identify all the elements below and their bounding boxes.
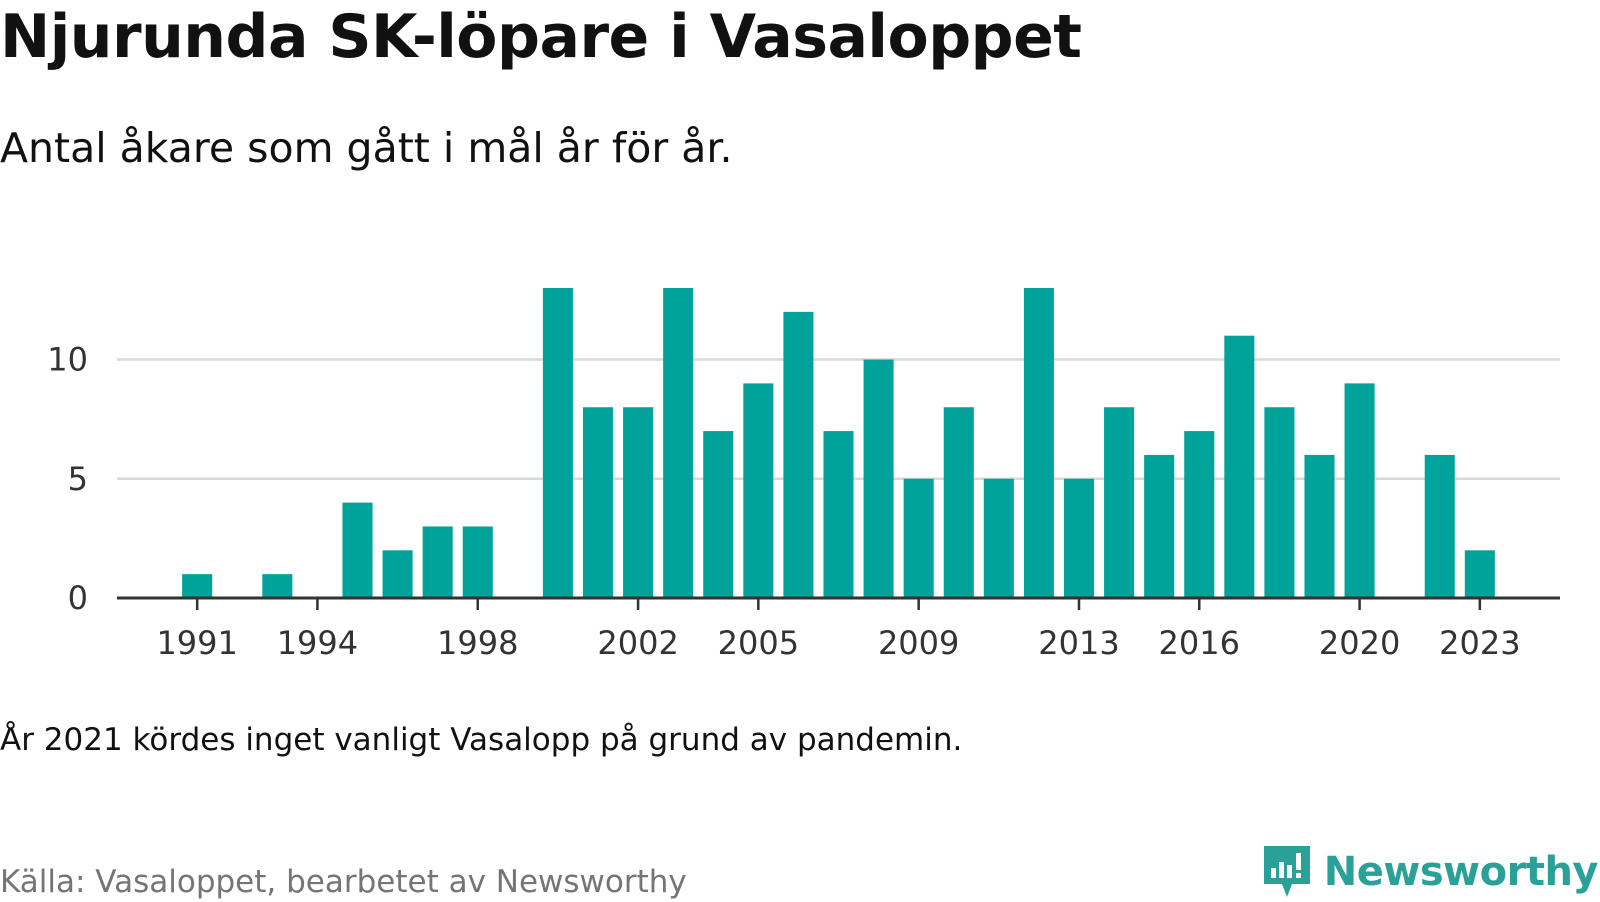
bar-2004: [703, 431, 734, 598]
x-tick-label: 2009: [878, 624, 959, 662]
bars: [182, 288, 1495, 598]
y-tick-label: 10: [47, 341, 88, 379]
bar-1991: [182, 574, 213, 598]
bar-2016: [1184, 431, 1215, 598]
x-tick-label: 2013: [1038, 624, 1119, 662]
bar-2002: [623, 407, 654, 598]
bar-2000: [542, 288, 573, 598]
chart-subtitle: Antal åkare som gått i mål år för år.: [0, 124, 733, 172]
x-tick-label: 2016: [1159, 624, 1240, 662]
bar-2011: [983, 478, 1014, 598]
bar-1998: [462, 526, 493, 598]
bar-2023: [1464, 550, 1495, 598]
bar-1997: [422, 526, 453, 598]
bar-2015: [1144, 454, 1175, 598]
bar-2020: [1344, 383, 1375, 598]
bar-2003: [663, 288, 694, 598]
newsworthy-logo-icon: [1263, 846, 1310, 897]
newsworthy-logo: Newsworthy: [1262, 842, 1599, 902]
tick-labels: 0 5 10 1991 1994 1998 2002 2005 2009 2013 2016 2020…: [47, 341, 1520, 662]
chart-title: Njurunda SK-löpare i Vasaloppet: [0, 2, 1082, 72]
bar-2005: [743, 383, 774, 598]
bar-1996: [382, 550, 413, 598]
axes: [117, 596, 1560, 610]
x-tick-label: 2005: [718, 624, 799, 662]
bar-1993: [262, 574, 293, 598]
x-tick-label: 2002: [597, 624, 678, 662]
x-tick-label: 2023: [1439, 624, 1520, 662]
x-tick-label: 1998: [437, 624, 518, 662]
chart-note: År 2021 kördes inget vanligt Vasalopp på…: [0, 722, 963, 758]
bar-chart: 0 5 10 1991 1994 1998 2002 2005 2009 2013 2016 2020…: [47, 288, 1560, 662]
x-tick-label: 2020: [1319, 624, 1400, 662]
bar-2009: [903, 478, 934, 598]
y-tick-label: 0: [68, 579, 88, 617]
source-text: Källa: Vasaloppet, bearbetet av Newswort…: [0, 864, 687, 900]
bar-2022: [1424, 454, 1455, 598]
x-tick-label: 1991: [156, 624, 237, 662]
bar-2018: [1264, 407, 1295, 598]
bar-2007: [823, 431, 854, 598]
bar-2010: [943, 407, 974, 598]
bar-2013: [1063, 478, 1095, 598]
bar-2017: [1224, 335, 1255, 598]
bar-2008: [863, 359, 894, 598]
bar-2006: [783, 311, 814, 598]
bar-2014: [1104, 407, 1135, 598]
bar-2001: [582, 407, 614, 598]
newsworthy-logo-text: Newsworthy: [1323, 849, 1599, 895]
bar-2019: [1304, 454, 1335, 598]
bar-2012: [1023, 288, 1054, 598]
x-tick-label: 1994: [277, 624, 358, 662]
y-tick-label: 5: [68, 460, 88, 498]
bar-1995: [342, 502, 373, 598]
